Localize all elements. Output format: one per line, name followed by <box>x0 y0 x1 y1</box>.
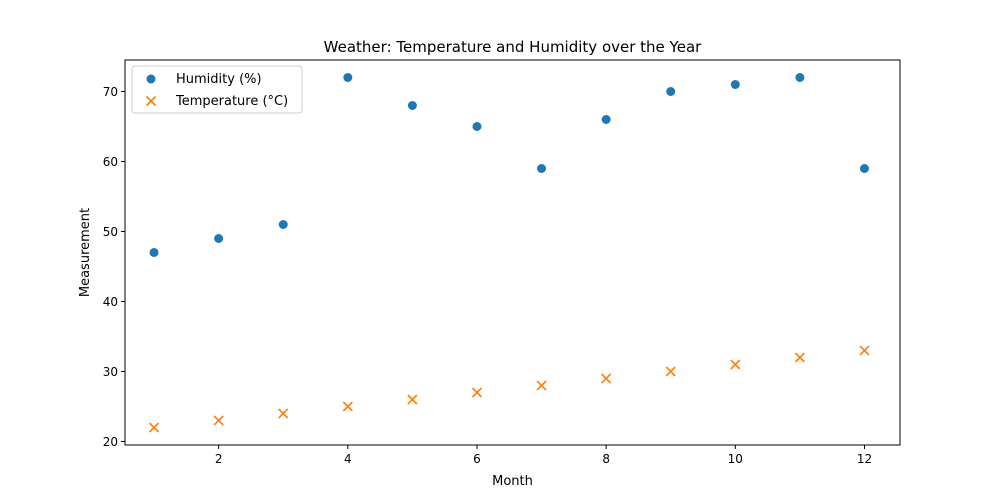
temperature-point <box>665 366 676 377</box>
temperature-point <box>601 373 612 384</box>
y-tick-label: 30 <box>103 365 118 379</box>
y-tick-label: 70 <box>103 85 118 99</box>
y-tick-label: 40 <box>103 295 118 309</box>
y-axis-label: Measurement <box>78 208 93 297</box>
humidity-point <box>407 101 417 110</box>
x-tick-label: 10 <box>728 452 743 466</box>
temperature-point <box>471 387 483 398</box>
x-tick-label: 8 <box>602 452 610 466</box>
temperature-point <box>536 380 547 391</box>
y-tick-label: 20 <box>103 435 118 449</box>
x-tick-label: 2 <box>215 452 223 466</box>
y-tick-label: 60 <box>103 155 118 169</box>
y-axis-ticks: 20 30 40 50 60 70 <box>103 85 125 449</box>
humidity-point <box>343 73 353 82</box>
x-tick-label: 6 <box>473 452 481 466</box>
data-points <box>148 73 870 433</box>
humidity-point <box>214 234 224 243</box>
x-axis-ticks: 2 4 6 8 10 12 <box>215 445 872 466</box>
chart-title: Weather: Temperature and Humidity over t… <box>324 38 702 56</box>
legend-box <box>131 65 303 114</box>
plot-frame <box>124 59 901 446</box>
humidity-point <box>666 87 676 96</box>
humidity-point <box>149 248 159 257</box>
humidity-point <box>278 220 288 229</box>
temperature-point <box>213 415 224 426</box>
humidity-point <box>730 80 740 89</box>
humidity-point <box>537 164 547 173</box>
humidity-point <box>859 164 869 173</box>
legend-marker-temperature <box>145 95 157 107</box>
x-tick-label: 12 <box>857 452 872 466</box>
temperature-point <box>730 359 741 370</box>
temperature-point <box>794 352 805 363</box>
humidity-point <box>601 115 611 124</box>
legend-label-temperature: Temperature (°C) <box>175 94 288 109</box>
y-tick-label: 50 <box>103 225 118 239</box>
x-tick-label: 4 <box>344 452 352 466</box>
temperature-point <box>407 394 418 405</box>
humidity-point <box>795 73 805 82</box>
temperature-point <box>278 408 289 419</box>
x-axis-label: Month <box>492 474 533 489</box>
temperature-point <box>148 422 160 433</box>
temperature-point <box>342 401 353 412</box>
legend-marker-humidity <box>146 74 156 84</box>
legend: Humidity (%) Temperature (°C) <box>131 65 303 114</box>
humidity-point <box>472 122 482 131</box>
legend-label-humidity: Humidity (%) <box>176 72 262 87</box>
temperature-point <box>859 345 870 356</box>
